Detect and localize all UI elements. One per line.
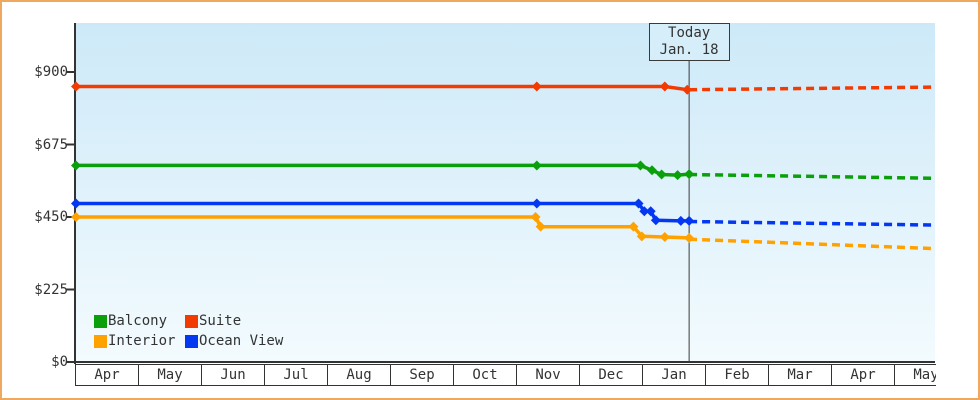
series-interior-marker	[636, 231, 647, 242]
series-ocean-view-marker	[633, 198, 644, 209]
series-interior-marker	[530, 212, 541, 223]
series-ocean-view-marker	[684, 215, 695, 226]
legend-label-balcony: Balcony	[108, 313, 168, 329]
x-axis-month-apr-12: Apr	[831, 364, 895, 386]
series-balcony-marker	[684, 169, 695, 180]
series-interior-forecast-line	[689, 237, 935, 251]
series-ocean-view-marker	[531, 198, 542, 209]
series-suite-marker	[71, 81, 81, 92]
legend: Balcony Suite Interior Ocean View	[94, 313, 283, 349]
x-axis-month-may-1: May	[138, 364, 202, 386]
series-interior-line	[76, 215, 690, 240]
series-suite-marker	[531, 81, 542, 92]
x-axis-month-dec-8: Dec	[579, 364, 643, 386]
today-annotation-box: Today Jan. 18	[648, 23, 730, 61]
legend-swatch-ocean-view	[185, 334, 198, 348]
legend-label-interior: Interior	[108, 333, 176, 349]
series-balcony-marker	[672, 170, 683, 181]
series-ocean-view-forecast-line	[689, 219, 935, 227]
x-axis-month-aug-4: Aug	[327, 364, 391, 386]
y-axis-label: $675	[34, 136, 68, 153]
series-interior-marker	[535, 221, 546, 232]
series-balcony-marker	[71, 160, 81, 171]
y-axis-label: $900	[34, 64, 68, 80]
series-balcony-marker	[647, 165, 657, 176]
x-axis-month-jun-2: Jun	[201, 364, 265, 386]
series-balcony-marker	[656, 169, 667, 180]
x-axis-month-jul-3: Jul	[264, 364, 328, 386]
legend-item-ocean-view: Ocean View	[185, 333, 283, 349]
x-axis-month-jan-9: Jan	[642, 364, 706, 386]
today-date: Jan. 18	[659, 42, 719, 58]
series-ocean-view-marker	[645, 206, 656, 217]
x-axis-month-oct-6: Oct	[453, 364, 517, 386]
y-axis-label: $225	[34, 281, 68, 298]
series-ocean-view-marker	[675, 215, 686, 226]
x-axis-month-mar-11: Mar	[768, 364, 832, 386]
y-axis-label: $0	[51, 354, 68, 370]
legend-label-suite: Suite	[199, 313, 242, 329]
series-suite-marker	[682, 84, 693, 95]
series-suite-forecast-line	[689, 85, 935, 92]
series-interior-marker	[628, 221, 639, 232]
x-axis-month-sep-5: Sep	[390, 364, 454, 386]
x-axis-month-row: Apr May Jun Jul Aug Sep Oct Nov Dec Jan Feb Mar Apr M…	[75, 364, 936, 386]
x-axis-month-may-13: May	[894, 364, 936, 386]
plot-area	[76, 23, 935, 362]
legend-item-interior: Interior	[94, 333, 185, 349]
legend-swatch-interior	[94, 334, 107, 348]
series-ocean-view-marker	[71, 198, 81, 209]
series-balcony-marker	[635, 160, 646, 171]
today-label: Today	[668, 25, 711, 41]
series-balcony-forecast-line	[689, 172, 935, 181]
series-ocean-view-marker	[650, 215, 661, 226]
series-suite-line	[76, 84, 688, 92]
legend-swatch-balcony	[94, 314, 107, 328]
series-interior-marker	[659, 231, 670, 242]
series-suite-marker	[659, 81, 670, 92]
x-axis-month-nov-7: Nov	[516, 364, 580, 386]
series-interior-marker	[684, 232, 695, 243]
legend-swatch-suite	[185, 314, 198, 328]
series-interior-marker	[71, 212, 81, 223]
series-ocean-view-marker	[639, 206, 650, 217]
series-balcony-marker	[531, 160, 542, 171]
x-axis-month-apr-0: Apr	[75, 364, 139, 386]
x-axis-month-feb-10: Feb	[705, 364, 769, 386]
series-balcony-line	[76, 163, 690, 177]
y-axis-label: $450	[34, 209, 68, 225]
legend-item-balcony: Balcony	[94, 313, 185, 329]
legend-label-ocean-view: Ocean View	[199, 333, 284, 349]
legend-item-suite: Suite	[185, 313, 283, 329]
